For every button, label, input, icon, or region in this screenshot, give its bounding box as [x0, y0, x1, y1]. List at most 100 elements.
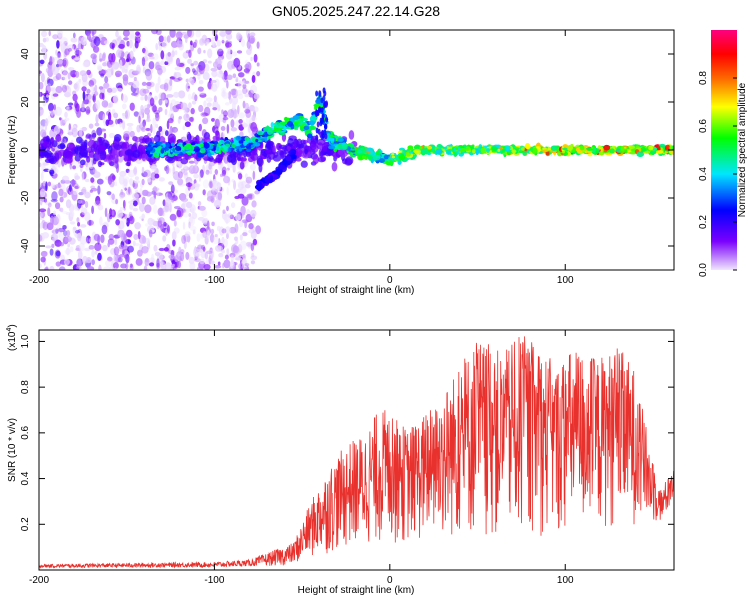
spectrogram-noise-cell	[102, 62, 107, 67]
spectrogram-noise-cell	[41, 44, 47, 54]
spectrogram-noise-cell	[45, 266, 49, 270]
spectrogram-noise-cell	[249, 163, 256, 171]
spectrogram-band-cell	[316, 142, 324, 150]
spectrogram-noise-cell	[218, 252, 224, 258]
spectrogram-noise-cell	[239, 186, 247, 195]
spectrogram-noise-cell	[94, 91, 99, 96]
spectrogram-noise-cell	[175, 31, 183, 40]
spectrogram-noise-cell	[243, 68, 250, 73]
spectrogram-noise-cell	[144, 50, 149, 57]
spectrogram-noise-cell	[129, 263, 133, 268]
spectrogram-noise-cell	[127, 186, 132, 194]
spectrogram-noise-cell	[230, 202, 236, 209]
spectrogram-noise-cell	[250, 260, 256, 265]
spectrogram-noise-cell	[188, 160, 195, 164]
spectrogram-noise-cell	[73, 57, 81, 61]
spectrogram-noise-cell	[82, 90, 86, 101]
spectrogram-noise-cell	[133, 243, 141, 247]
spectrogram-noise-cell	[132, 70, 140, 74]
spectrogram-noise-cell	[213, 95, 217, 103]
spectrogram-noise-cell	[226, 123, 230, 134]
spectrogram-noise-cell	[94, 200, 102, 207]
spectrogram-noise-cell	[125, 58, 130, 63]
spectrogram-noise-cell	[231, 101, 236, 111]
spectrogram-noise-cell	[60, 37, 68, 44]
spectrogram-noise-cell	[107, 119, 114, 125]
spectrogram-band-cell	[86, 155, 91, 163]
spectrogram-noise-cell	[227, 108, 235, 119]
spectrogram-noise-cell	[205, 38, 210, 45]
spectrogram-noise-cell	[193, 60, 199, 66]
spectrogram-noise-cell	[183, 113, 190, 122]
spectrogram-noise-cell	[47, 181, 52, 187]
spectrogram-noise-cell	[153, 244, 158, 252]
spectrogram-noise-cell	[148, 262, 155, 267]
spectrogram-noise-cell	[164, 99, 168, 104]
spectrogram-noise-cell	[97, 252, 102, 261]
spectrogram-noise-cell	[249, 32, 256, 37]
spectrogram-noise-cell	[65, 199, 72, 209]
spectrogram-noise-cell	[82, 71, 86, 78]
spectrogram-noise-cell	[118, 244, 125, 250]
spectrogram-noise-cell	[237, 105, 240, 115]
spectrogram-noise-cell	[173, 91, 180, 98]
spectrogram-noise-cell	[111, 87, 117, 94]
spectrogram-noise-cell	[174, 255, 179, 263]
spectrogram-noise-cell	[201, 209, 208, 218]
spectrogram-noise-cell	[149, 92, 152, 96]
spectrogram-noise-cell	[86, 33, 92, 41]
spectrogram-noise-cell	[60, 43, 66, 53]
spectrogram-noise-cell	[211, 221, 215, 227]
spectrogram-noise-cell	[197, 47, 202, 55]
spectrogram-noise-cell	[248, 133, 254, 138]
spectrogram-noise-cell	[166, 267, 173, 270]
spectrogram-noise-cell	[91, 249, 95, 258]
spectrogram-streak-cell	[322, 95, 326, 102]
spectrogram-noise-cell	[111, 174, 116, 181]
spectrogram-noise-cell	[239, 234, 243, 241]
spectrogram-noise-cell	[104, 75, 109, 84]
spectrogram-ridge-cell	[365, 147, 374, 152]
spectrogram-band-cell	[339, 150, 348, 158]
spectrogram-noise-cell	[230, 127, 238, 132]
spectrogram-noise-cell	[99, 58, 103, 62]
spectrogram-ridge-cell	[624, 149, 628, 154]
spectrogram-noise-cell	[171, 41, 178, 49]
spectrogram-ridge-cell	[480, 147, 487, 154]
spectrogram-noise-cell	[188, 165, 196, 175]
spectrogram-noise-cell	[87, 266, 95, 270]
spectrogram-noise-cell	[127, 245, 134, 253]
spectrogram-noise-cell	[86, 88, 91, 94]
spectrogram-noise-cell	[64, 111, 68, 118]
spectrogram-noise-cell	[47, 207, 51, 217]
spectrogram-noise-cell	[244, 183, 251, 189]
spectrogram-noise-cell	[51, 243, 55, 248]
spectrogram-noise-cell	[62, 230, 68, 237]
spectrogram-noise-cell	[84, 178, 90, 183]
spectrogram-noise-cell	[97, 204, 104, 211]
spectrogram-noise-cell	[174, 128, 178, 133]
spectrogram-noise-cell	[245, 176, 253, 184]
spectrogram-noise-cell	[217, 191, 223, 202]
spectrogram-noise-cell	[101, 224, 108, 235]
spectrogram-noise-cell	[202, 179, 209, 189]
spectrogram-band-cell	[283, 147, 288, 155]
spectrogram-ridge-cell	[547, 147, 551, 151]
spectrogram-noise-cell	[202, 71, 210, 81]
spectrogram-noise-cell	[235, 89, 243, 96]
spectrogram-noise-cell	[169, 213, 177, 221]
spectrogram-noise-cell	[203, 49, 206, 54]
spectrogram-noise-cell	[191, 212, 198, 220]
spectrogram-noise-cell	[244, 64, 250, 69]
spectrogram-band-cell	[265, 143, 271, 151]
spectrogram-noise-cell	[217, 183, 221, 191]
spectrogram-band-cell	[287, 137, 294, 147]
spectrogram-noise-cell	[55, 228, 59, 234]
spectrogram-ridge-cell	[337, 137, 344, 142]
spectrogram-noise-cell	[69, 221, 76, 225]
spectrogram-noise-cell	[103, 40, 110, 45]
spectrogram-band-cell	[304, 148, 308, 154]
spectrogram-noise-cell	[215, 57, 222, 68]
spectrogram-noise-cell	[91, 132, 97, 138]
